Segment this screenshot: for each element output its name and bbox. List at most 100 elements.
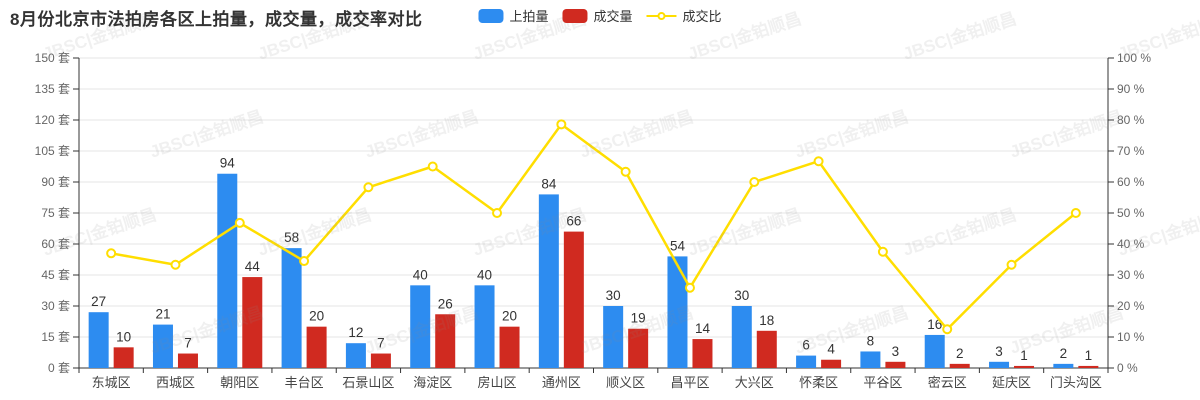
bar-value-label: 3 bbox=[995, 344, 1003, 359]
bar-value-label: 66 bbox=[566, 214, 581, 229]
ratio-point-丰台区[interactable] bbox=[299, 256, 310, 267]
bar-上拍量-朝阳区[interactable] bbox=[217, 173, 238, 368]
ratio-point-朝阳区[interactable] bbox=[234, 217, 245, 228]
bar-value-label: 2 bbox=[1060, 346, 1068, 361]
legend-item-成交比[interactable]: 成交比 bbox=[646, 6, 722, 25]
bar-成交量-通州区[interactable] bbox=[563, 231, 584, 368]
bar-成交量-密云区[interactable] bbox=[949, 363, 970, 368]
ratio-point-门头沟区[interactable] bbox=[1070, 208, 1081, 218]
bar-value-label: 12 bbox=[348, 325, 363, 340]
bar-value-label: 6 bbox=[802, 338, 810, 353]
bar-value-label: 30 bbox=[606, 288, 621, 303]
bar-成交量-房山区[interactable] bbox=[499, 326, 520, 368]
left-axis-tick-label: 75 套 bbox=[41, 206, 70, 220]
legend-item-上拍量[interactable]: 上拍量 bbox=[478, 6, 548, 25]
right-axis-tick-label: 90 % bbox=[1117, 82, 1145, 96]
ratio-point-大兴区[interactable] bbox=[749, 177, 760, 187]
bar-value-label: 20 bbox=[309, 309, 324, 324]
ratio-point-顺义区[interactable] bbox=[620, 166, 631, 177]
left-axis-tick-label: 30 套 bbox=[41, 299, 70, 313]
bar-上拍量-丰台区[interactable] bbox=[281, 248, 302, 368]
bar-成交量-朝阳区[interactable] bbox=[242, 277, 263, 368]
bar-value-label: 21 bbox=[155, 307, 170, 322]
bar-上拍量-西城区[interactable] bbox=[152, 324, 173, 368]
right-axis-tick-label: 30 % bbox=[1117, 268, 1145, 282]
ratio-point-平谷区[interactable] bbox=[877, 246, 888, 257]
right-axis-tick-label: 40 % bbox=[1117, 237, 1145, 251]
ratio-point-海淀区[interactable] bbox=[427, 161, 438, 172]
bar-上拍量-延庆区[interactable] bbox=[989, 361, 1010, 368]
bar-上拍量-海淀区[interactable] bbox=[410, 285, 431, 368]
bar-成交量-东城区[interactable] bbox=[113, 347, 134, 368]
bar-value-label: 10 bbox=[116, 329, 131, 344]
right-axis-tick-label: 50 % bbox=[1117, 206, 1145, 220]
bar-value-label: 2 bbox=[956, 346, 964, 361]
bar-value-label: 4 bbox=[827, 342, 835, 357]
left-axis-tick-label: 15 套 bbox=[41, 330, 70, 344]
ratio-point-房山区[interactable] bbox=[492, 208, 503, 218]
legend-label: 成交比 bbox=[682, 9, 722, 24]
left-axis-tick-label: 105 套 bbox=[35, 144, 70, 158]
bar-成交量-昌平区[interactable] bbox=[692, 339, 713, 368]
bar-value-label: 58 bbox=[284, 230, 299, 245]
bar-value-label: 54 bbox=[670, 238, 686, 253]
ratio-point-西城区[interactable] bbox=[170, 259, 181, 270]
ratio-point-延庆区[interactable] bbox=[1006, 259, 1017, 270]
x-axis-category-label: 怀柔区 bbox=[799, 375, 838, 390]
ratio-point-石景山区[interactable] bbox=[363, 182, 374, 193]
bar-上拍量-通州区[interactable] bbox=[538, 194, 559, 368]
bar-成交量-延庆区[interactable] bbox=[1014, 365, 1035, 368]
bar-value-label: 18 bbox=[759, 313, 774, 328]
legend-label: 上拍量 bbox=[509, 9, 549, 24]
bar-上拍量-顺义区[interactable] bbox=[603, 306, 624, 368]
x-axis-category-label: 通州区 bbox=[542, 375, 581, 390]
bar-成交量-丰台区[interactable] bbox=[306, 326, 327, 368]
bar-成交量-石景山区[interactable] bbox=[370, 353, 391, 368]
bar-上拍量-平谷区[interactable] bbox=[860, 351, 881, 368]
legend-line-icon bbox=[646, 9, 677, 23]
bar-成交量-大兴区[interactable] bbox=[756, 330, 777, 368]
x-axis-category-label: 丰台区 bbox=[285, 375, 324, 390]
ratio-point-昌平区[interactable] bbox=[684, 282, 695, 293]
bar-上拍量-房山区[interactable] bbox=[474, 285, 495, 368]
bar-value-label: 3 bbox=[892, 344, 900, 359]
bar-成交量-西城区[interactable] bbox=[177, 353, 198, 368]
x-axis-category-label: 东城区 bbox=[92, 375, 131, 390]
ratio-point-东城区[interactable] bbox=[106, 248, 117, 259]
left-axis-tick-label: 120 套 bbox=[35, 113, 70, 127]
bar-上拍量-怀柔区[interactable] bbox=[796, 355, 817, 368]
bar-上拍量-密云区[interactable] bbox=[924, 334, 945, 368]
ratio-point-通州区[interactable] bbox=[556, 119, 567, 130]
bar-上拍量-昌平区[interactable] bbox=[667, 256, 688, 368]
bar-成交量-怀柔区[interactable] bbox=[821, 359, 842, 368]
bar-成交量-平谷区[interactable] bbox=[885, 361, 906, 368]
bar-value-label: 84 bbox=[541, 176, 557, 191]
legend-label: 成交量 bbox=[593, 9, 633, 24]
right-axis-tick-label: 100 % bbox=[1117, 51, 1151, 65]
legend-item-成交量[interactable]: 成交量 bbox=[562, 6, 633, 25]
x-axis-category-label: 密云区 bbox=[928, 375, 967, 390]
left-axis-tick-label: 0 套 bbox=[48, 361, 70, 375]
chart-title: 8月份北京市法拍房各区上拍量，成交量，成交率对比 bbox=[10, 10, 423, 29]
bar-成交量-门头沟区[interactable] bbox=[1078, 365, 1099, 368]
bar-上拍量-大兴区[interactable] bbox=[731, 306, 752, 368]
bar-成交量-海淀区[interactable] bbox=[435, 314, 456, 368]
bar-上拍量-门头沟区[interactable] bbox=[1053, 363, 1074, 368]
bar-上拍量-东城区[interactable] bbox=[88, 312, 109, 368]
bar-上拍量-石景山区[interactable] bbox=[345, 343, 366, 368]
ratio-point-密云区[interactable] bbox=[942, 324, 953, 335]
left-axis-tick-label: 135 套 bbox=[35, 82, 70, 96]
bar-成交量-顺义区[interactable] bbox=[628, 328, 649, 368]
bar-value-label: 26 bbox=[438, 296, 453, 311]
x-axis-category-label: 顺义区 bbox=[606, 375, 645, 390]
x-axis-category-label: 西城区 bbox=[156, 375, 195, 390]
x-axis-category-label: 平谷区 bbox=[863, 375, 902, 390]
left-axis-tick-label: 45 套 bbox=[41, 268, 70, 282]
ratio-point-怀柔区[interactable] bbox=[813, 156, 824, 167]
bar-value-label: 7 bbox=[184, 336, 192, 351]
left-axis-tick-label: 150 套 bbox=[35, 51, 70, 65]
bar-value-label: 14 bbox=[695, 321, 711, 336]
bar-value-label: 1 bbox=[1085, 348, 1093, 363]
